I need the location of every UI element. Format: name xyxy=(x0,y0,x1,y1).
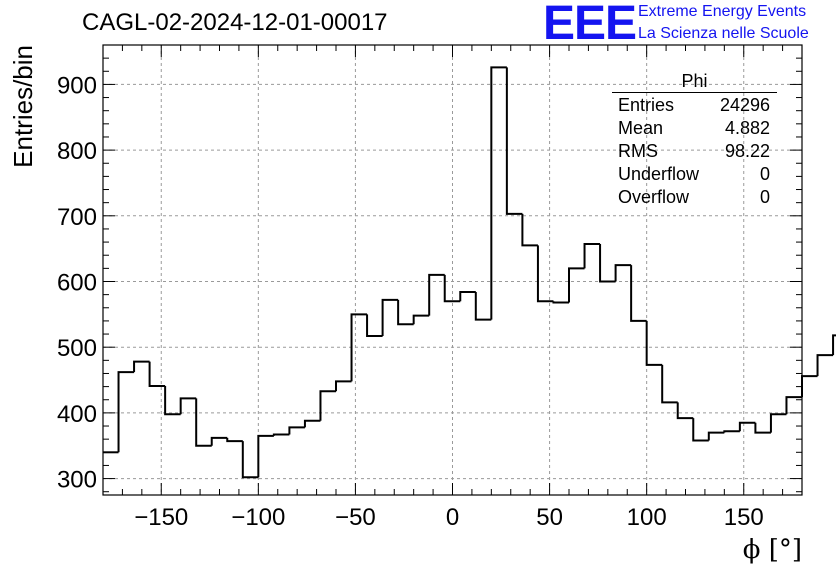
histogram-bin xyxy=(630,265,647,322)
stats-title: Phi xyxy=(681,71,708,91)
histogram-bin xyxy=(226,437,243,443)
histogram-bin xyxy=(443,274,461,303)
stats-label: Mean xyxy=(618,118,664,138)
histogram-bin xyxy=(769,413,787,433)
x-tick-label: 100 xyxy=(627,504,667,531)
eee-tagline-1: Extreme Energy Events xyxy=(638,3,807,20)
histogram-bin xyxy=(366,314,383,338)
x-tick-label: 50 xyxy=(536,504,563,531)
histogram-bin xyxy=(676,402,694,420)
stats-label: Overflow xyxy=(618,187,690,207)
histogram-bin xyxy=(738,421,756,432)
histogram-bin xyxy=(832,334,836,356)
histogram-bin xyxy=(397,299,414,326)
histogram-bin xyxy=(583,243,601,269)
histogram-bin xyxy=(521,213,538,247)
y-tick-label: 600 xyxy=(57,269,97,296)
plot-frame xyxy=(102,44,803,496)
histogram-bin xyxy=(241,441,259,479)
histogram-bin xyxy=(350,313,368,382)
histogram-bin xyxy=(179,397,197,415)
histogram-bin xyxy=(614,264,632,282)
histogram-bin xyxy=(319,390,336,421)
histogram-bin xyxy=(133,360,150,373)
histogram-bin xyxy=(692,418,709,442)
y-tick-label: 500 xyxy=(57,335,97,362)
stats-value: 0 xyxy=(759,187,770,207)
histogram-bin xyxy=(723,430,740,433)
y-tick-label: 900 xyxy=(57,72,97,99)
histogram-bin xyxy=(459,291,476,302)
x-tick-label: 0 xyxy=(446,504,459,531)
y-tick-label: 700 xyxy=(57,204,97,231)
x-axis-label: ϕ [°] xyxy=(743,535,802,565)
histogram-bin xyxy=(785,396,802,415)
stats-value: 4.882 xyxy=(724,118,770,138)
histogram-bin xyxy=(474,292,492,321)
stats-label: RMS xyxy=(618,141,658,161)
stats-label: Underflow xyxy=(618,164,700,184)
histogram-bin xyxy=(490,66,507,320)
y-tick-label: 800 xyxy=(57,138,97,165)
histogram-bin xyxy=(148,361,166,387)
stats-row-underflow: Underflow 0 xyxy=(612,163,777,186)
histogram-bin xyxy=(195,398,212,447)
eee-tagline-2: La Scienza nelle Scuole xyxy=(638,25,809,42)
x-tick-label: −50 xyxy=(335,504,376,531)
stats-row-rms: RMS 98.22 xyxy=(612,140,777,163)
y-tick-label: 400 xyxy=(57,401,97,428)
histogram-bin xyxy=(707,431,725,441)
y-tick-label: 300 xyxy=(57,467,97,494)
x-tick-label: 150 xyxy=(724,504,764,531)
eee-logo-icon: EEE xyxy=(543,0,637,50)
histogram-bin xyxy=(568,267,585,303)
stats-label: Entries xyxy=(618,95,675,115)
histogram-bin xyxy=(801,375,818,398)
histogram-bin xyxy=(117,371,135,453)
stats-row-overflow: Overflow 0 xyxy=(612,186,777,209)
histogram-bin xyxy=(552,301,569,304)
histogram-bin xyxy=(257,434,274,478)
histogram-bin xyxy=(335,380,352,392)
histogram-bin xyxy=(816,354,834,377)
histogram-bin xyxy=(428,273,445,316)
histogram-bin xyxy=(381,298,399,337)
histogram-bin xyxy=(505,67,523,215)
histogram-bin xyxy=(661,364,678,404)
stats-box: Phi Entries 24296 Mean 4.882 RMS 98.22 U… xyxy=(612,70,777,209)
histogram-bin xyxy=(645,320,663,366)
stats-divider xyxy=(612,92,777,93)
histogram-bin xyxy=(599,244,616,283)
chart-title: CAGL-02-2024-12-01-00017 xyxy=(82,9,388,36)
x-tick-label: −100 xyxy=(231,504,285,531)
histogram-bin xyxy=(164,385,181,416)
histogram-bin xyxy=(412,314,430,325)
stats-value: 24296 xyxy=(719,95,770,115)
histogram-bin xyxy=(210,436,228,446)
histogram-bin xyxy=(303,419,321,428)
stats-row-entries: Entries 24296 xyxy=(612,94,777,117)
histogram-bin xyxy=(288,426,305,435)
histogram-bin xyxy=(272,433,290,436)
histogram-bin xyxy=(754,422,771,434)
stats-row-mean: Mean 4.882 xyxy=(612,117,777,140)
stats-value: 98.22 xyxy=(724,141,770,161)
y-axis-label: Entries/bin xyxy=(8,45,38,168)
stats-value: 0 xyxy=(759,164,770,184)
x-tick-label: −150 xyxy=(134,504,188,531)
histogram-bin xyxy=(536,245,554,303)
